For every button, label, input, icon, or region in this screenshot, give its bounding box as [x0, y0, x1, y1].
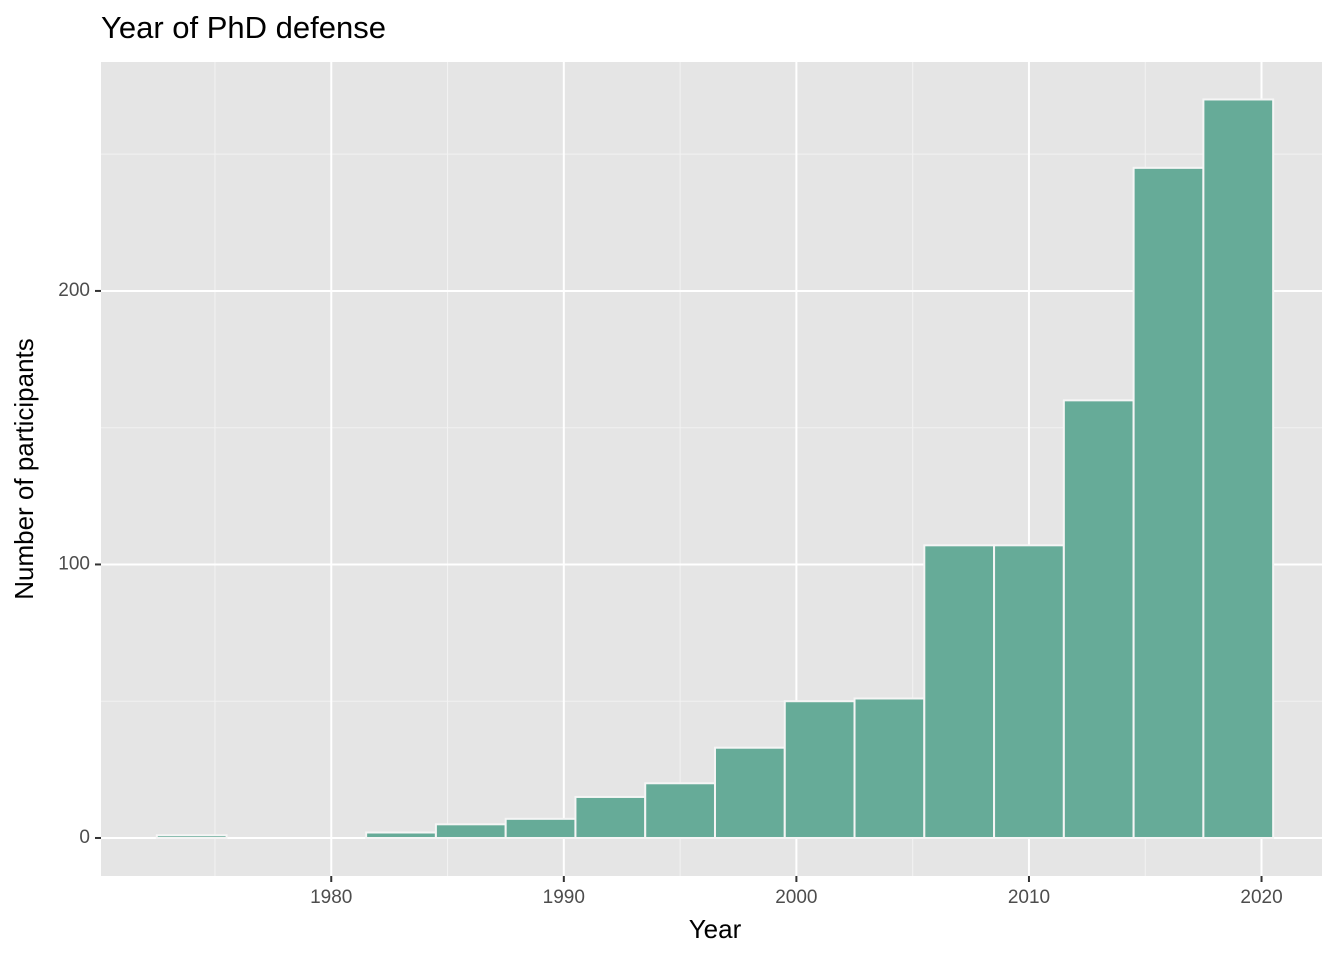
bar: [783, 700, 856, 839]
chart-title: Year of PhD defense: [101, 10, 386, 45]
y-tick-label: 0: [79, 827, 90, 848]
x-tick-label: 2010: [1008, 887, 1050, 908]
y-tick-label: 100: [58, 553, 90, 574]
bar: [504, 817, 577, 839]
bar: [1062, 399, 1135, 839]
bar: [853, 697, 926, 839]
bar: [713, 746, 786, 839]
bar: [1202, 98, 1275, 839]
x-tick-label: 2020: [1240, 887, 1282, 908]
bar: [155, 834, 228, 839]
bar: [434, 823, 507, 839]
x-tick-label: 2000: [775, 887, 817, 908]
bar: [365, 831, 437, 839]
y-axis-label: Number of participants: [9, 338, 39, 600]
bar: [574, 795, 647, 839]
x-tick-label: 1990: [543, 887, 585, 908]
bar: [1132, 166, 1205, 839]
x-tick-label: 1980: [310, 887, 352, 908]
bar: [993, 544, 1065, 839]
bar: [644, 782, 716, 839]
bar: [923, 544, 996, 839]
x-axis-label: Year: [689, 914, 742, 944]
y-tick-label: 200: [58, 280, 90, 301]
